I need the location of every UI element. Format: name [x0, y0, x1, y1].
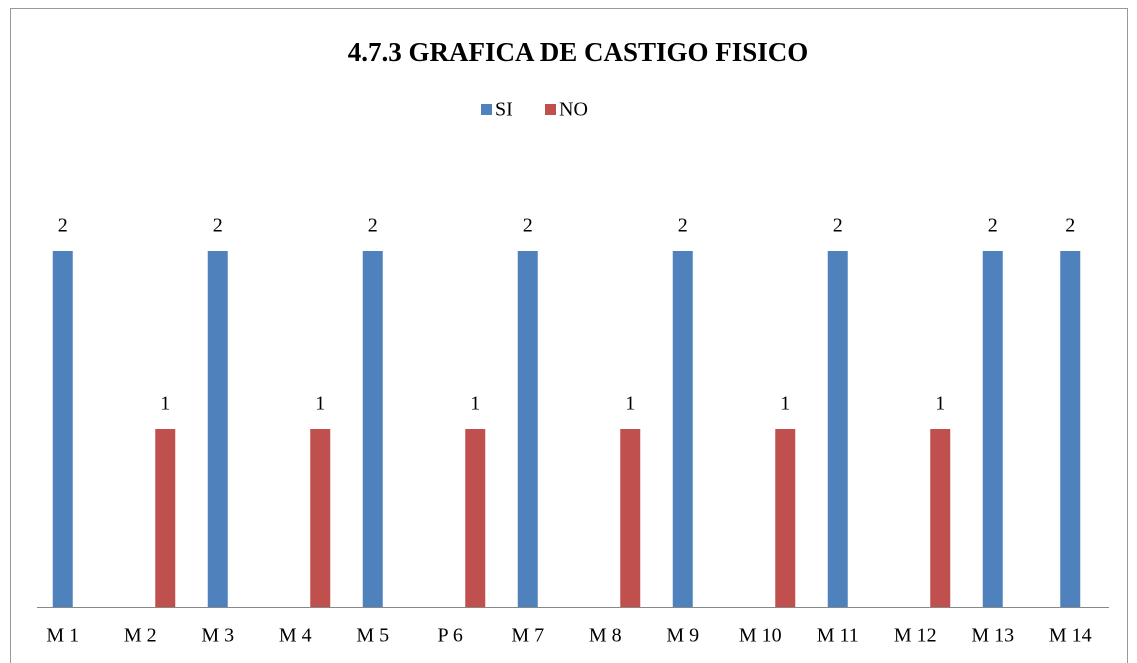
bar — [310, 429, 331, 607]
legend-swatch — [545, 104, 556, 115]
data-label: 1 — [315, 393, 325, 415]
x-tick-label: M 12 — [894, 625, 937, 647]
data-label: 2 — [523, 215, 533, 237]
data-label: 2 — [833, 215, 843, 237]
data-label: 2 — [368, 215, 378, 237]
bar — [620, 429, 641, 607]
data-label: 1 — [160, 393, 170, 415]
bar — [52, 251, 73, 607]
data-label: 2 — [58, 215, 68, 237]
bar — [517, 251, 538, 607]
bar — [155, 429, 176, 607]
bar — [982, 251, 1003, 607]
x-tick-label: M 11 — [817, 625, 859, 647]
data-label: 2 — [1065, 215, 1075, 237]
bar — [362, 251, 383, 607]
bar — [465, 429, 486, 607]
x-tick-label: M 9 — [666, 625, 699, 647]
x-tick-label: M 14 — [1049, 625, 1092, 647]
x-tick-label: M 3 — [201, 625, 234, 647]
x-tick-label: M 13 — [971, 625, 1014, 647]
bar — [775, 429, 796, 607]
x-tick-label: M 8 — [589, 625, 622, 647]
data-label: 2 — [988, 215, 998, 237]
data-label: 1 — [780, 393, 790, 415]
x-tick-label: M 4 — [279, 625, 312, 647]
bar — [207, 251, 228, 607]
x-tick-label: M 2 — [124, 625, 157, 647]
bar — [930, 429, 951, 607]
legend-label: SI — [495, 99, 513, 121]
x-tick-label: M 1 — [46, 625, 79, 647]
chart-title: 4.7.3 GRAFICA DE CASTIGO FISICO — [348, 37, 809, 67]
data-label: 1 — [935, 393, 945, 415]
legend-label: NO — [559, 99, 588, 121]
data-label: 1 — [625, 393, 635, 415]
x-tick-label: M 7 — [511, 625, 544, 647]
x-tick-label: P 6 — [438, 625, 463, 647]
chart-border — [10, 8, 1128, 663]
x-tick-label: M 5 — [356, 625, 389, 647]
x-tick-label: M 10 — [739, 625, 782, 647]
data-label: 2 — [213, 215, 223, 237]
legend-swatch — [481, 104, 492, 115]
bar — [827, 251, 848, 607]
bar — [672, 251, 693, 607]
data-label: 1 — [470, 393, 480, 415]
bar — [1060, 251, 1081, 607]
data-label: 2 — [678, 215, 688, 237]
